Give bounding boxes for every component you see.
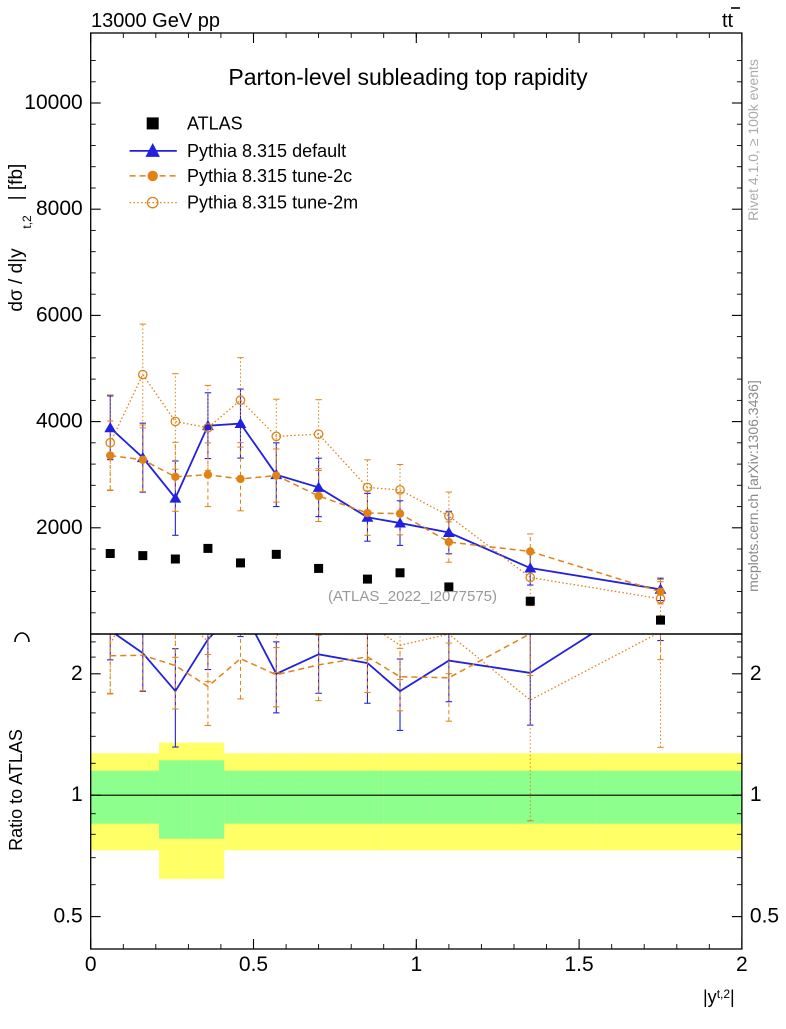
svg-text:Rivet 4.1.0, ≥ 100k events: Rivet 4.1.0, ≥ 100k events (745, 59, 761, 221)
svg-text:2: 2 (71, 662, 83, 685)
svg-text:mcplots.cern.ch [arXiv:1306.34: mcplots.cern.ch [arXiv:1306.3436] (745, 380, 761, 592)
svg-text:(ATLAS_2022_I2077575): (ATLAS_2022_I2077575) (328, 588, 497, 605)
svg-text:ATLAS: ATLAS (187, 113, 243, 133)
svg-text:0.5: 0.5 (53, 905, 82, 928)
svg-text:1: 1 (71, 783, 83, 806)
svg-text:1: 1 (410, 953, 422, 976)
svg-text:1.5: 1.5 (564, 953, 593, 976)
svg-text:10000: 10000 (24, 91, 82, 114)
svg-text:0.5: 0.5 (239, 953, 268, 976)
svg-text:Pythia 8.315 default: Pythia 8.315 default (187, 141, 346, 161)
svg-text:1: 1 (750, 783, 762, 806)
svg-text:Ratio to ATLAS: Ratio to ATLAS (6, 729, 26, 851)
svg-text:2000: 2000 (36, 516, 83, 539)
svg-text:0.5: 0.5 (750, 905, 779, 928)
svg-text:tt: tt (722, 10, 734, 32)
svg-text:4000: 4000 (36, 410, 83, 433)
svg-text:2: 2 (750, 662, 762, 685)
svg-text:8000: 8000 (36, 197, 83, 220)
svg-text:t,2: t,2 (20, 215, 34, 229)
svg-text:Parton-level subleading top ra: Parton-level subleading top rapidity (228, 64, 588, 90)
svg-text:6000: 6000 (36, 303, 83, 326)
svg-text:Pythia 8.315 tune-2m: Pythia 8.315 tune-2m (187, 193, 358, 213)
svg-text:| [fb]: | [fb] (6, 164, 27, 201)
svg-text:0: 0 (85, 953, 97, 976)
svg-text:dσ / d|y: dσ / d|y (6, 248, 27, 312)
svg-text:2: 2 (736, 953, 748, 976)
svg-text:Pythia 8.315 tune-2c: Pythia 8.315 tune-2c (187, 166, 352, 186)
svg-text:13000 GeV pp: 13000 GeV pp (91, 10, 220, 32)
